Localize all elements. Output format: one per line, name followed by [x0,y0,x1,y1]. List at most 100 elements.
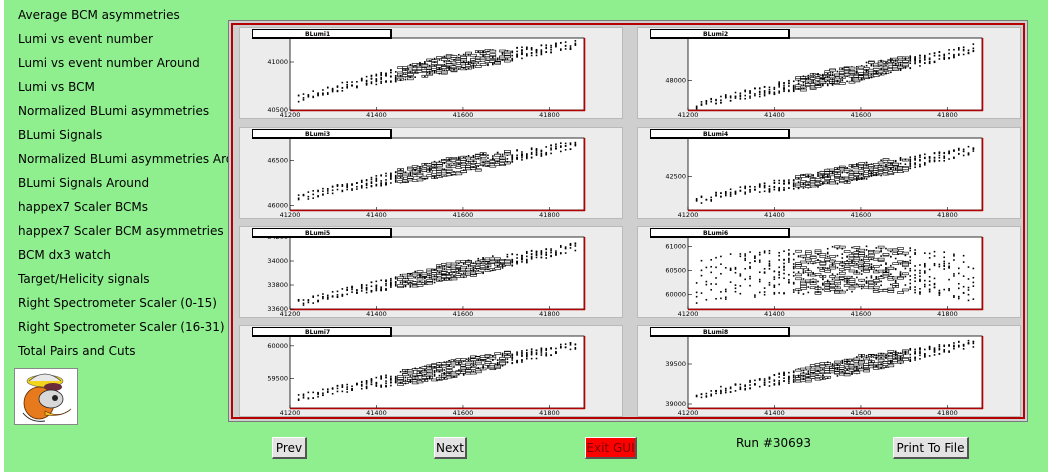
data-point [574,144,577,147]
data-point [943,152,946,155]
data-point [482,260,484,263]
data-point [322,388,324,391]
data-point [501,355,504,357]
prev-button[interactable]: Prev [272,437,307,459]
data-point [559,150,562,153]
data-point [856,271,858,274]
data-point [487,266,489,269]
data-point [763,91,766,94]
data-point [394,176,397,179]
data-point [380,80,382,83]
data-point [433,71,436,73]
menu-item[interactable]: happex7 Scaler BCM asymmetries [4,220,234,242]
data-point [380,375,382,377]
data-point [516,261,518,263]
data-point [550,249,552,252]
menu-item[interactable]: happex7 Scaler BCMs [4,196,234,218]
data-point [380,376,382,379]
data-point [443,60,446,63]
data-point [739,383,742,386]
data-point [843,250,851,253]
data-point [404,379,407,382]
data-point [487,365,489,368]
data-point [700,202,703,204]
data-point [530,153,533,155]
menu-item[interactable]: Lumi vs event number [4,28,234,50]
exit-gui-button[interactable]: Exit GUI [585,437,637,459]
menu-item[interactable]: Target/Helicity signals [4,268,234,290]
menu-item[interactable]: BLumi Signals [4,124,234,146]
data-point [545,257,548,259]
data-point [788,257,790,260]
data-point [817,253,819,256]
menu-item[interactable]: Lumi vs BCM [4,76,234,98]
data-point [351,286,353,289]
data-point [390,279,392,282]
menu-item[interactable]: Lumi vs event number Around [4,52,234,74]
data-point [555,45,557,47]
menu-item[interactable]: BLumi Signals Around [4,172,234,194]
data-point [555,352,557,354]
data-point [822,282,824,285]
print-to-file-button[interactable]: Print To File [893,437,969,459]
data-point [962,48,965,51]
data-point [904,58,907,61]
data-point [501,364,504,367]
data-point [890,71,892,74]
data-point [380,378,382,380]
data-point [443,372,446,374]
data-point [870,266,873,269]
data-point [453,170,455,173]
chart-title: BLumi5 [252,228,392,238]
data-point [540,347,543,350]
data-point [341,189,344,192]
data-point [569,48,572,51]
data-point [880,174,882,177]
menu-item[interactable]: Average BCM asymmetries [4,4,234,26]
data-point [758,186,761,188]
data-point [482,152,484,155]
data-point [909,162,912,165]
data-point [875,356,878,359]
data-point [897,353,904,356]
data-point [957,287,960,290]
data-point [443,278,446,281]
data-point [943,260,946,263]
data-point [375,385,378,387]
data-point [302,299,305,301]
data-point [404,285,407,288]
data-point [822,78,824,80]
data-point [899,63,902,66]
menu-item[interactable]: Right Spectrometer Scaler (16-31) [4,316,234,338]
data-point [885,165,887,167]
data-point [526,261,528,263]
data-point [846,277,848,280]
data-point [919,158,921,161]
next-button[interactable]: Next [434,437,467,459]
data-point [834,260,841,264]
data-point [909,167,912,170]
data-point [569,348,572,351]
data-point [739,273,742,275]
menu-item[interactable]: Normalized BLumi asymmetries Around [4,148,234,170]
data-point [800,260,807,264]
window-left-edge [0,0,4,472]
data-point [890,264,892,267]
data-point [365,84,368,86]
data-point [521,153,523,155]
data-point [880,255,882,257]
data-point [877,276,885,279]
menu-item[interactable]: BCM dx3 watch [4,244,234,266]
menu-item[interactable]: Total Pairs and Cuts [4,340,234,362]
data-point [564,44,567,47]
data-point [919,163,921,166]
data-point [919,165,921,168]
data-point [559,343,562,346]
data-point [763,384,766,386]
data-point [351,285,353,288]
data-point [914,57,916,59]
menu-item[interactable]: Normalized BLumi asymmetries [4,100,234,122]
data-point [516,53,518,56]
data-point [822,182,824,184]
menu-item[interactable]: Right Spectrometer Scaler (0-15) [4,292,234,314]
